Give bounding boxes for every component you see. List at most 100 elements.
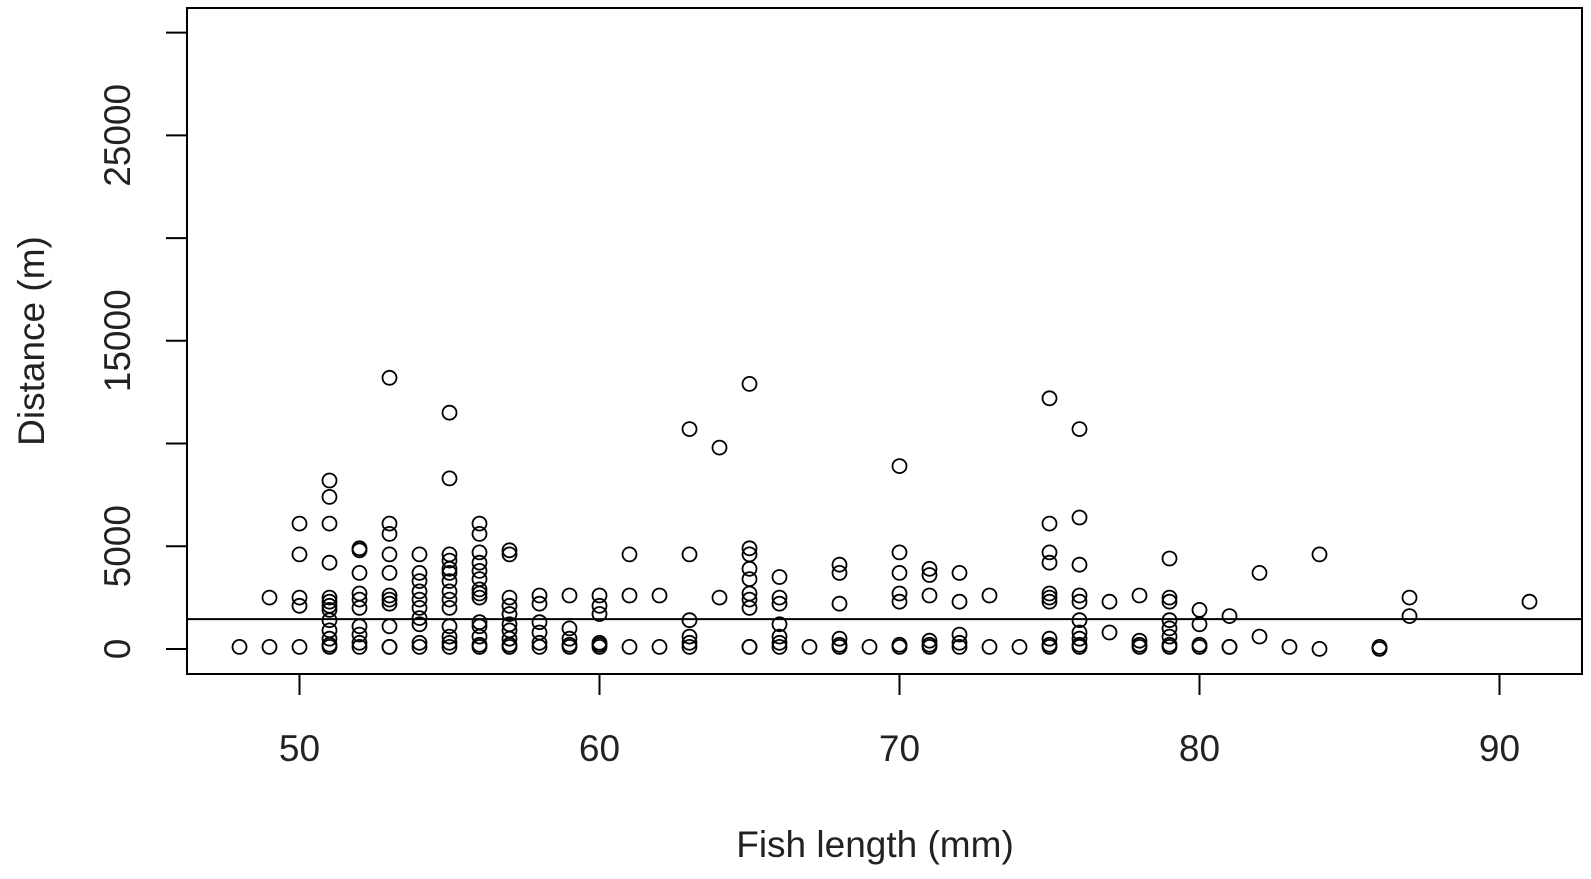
data-point: [321, 488, 338, 505]
data-point: [681, 612, 698, 629]
data-points: [231, 369, 1538, 657]
data-point: [291, 589, 308, 606]
y-tick-label: 15000: [97, 289, 138, 392]
x-axis-label: Fish length (mm): [736, 824, 1014, 865]
data-point: [1191, 602, 1208, 618]
x-tick-label: 80: [1179, 728, 1220, 769]
data-point: [651, 639, 668, 655]
data-point: [651, 587, 668, 604]
data-point: [411, 610, 428, 626]
data-point: [981, 639, 998, 655]
data-point: [891, 458, 908, 475]
data-point: [441, 565, 458, 581]
data-point: [321, 630, 338, 647]
data-point: [441, 618, 458, 635]
x-tick-label: 70: [879, 728, 920, 769]
data-point: [501, 546, 518, 563]
data-point: [591, 634, 608, 651]
x-tick-label: 90: [1479, 728, 1520, 769]
data-point: [1041, 390, 1058, 407]
data-point: [951, 626, 968, 643]
data-point: [831, 636, 848, 653]
data-point: [621, 639, 638, 655]
data-point: [381, 595, 398, 612]
data-point: [1071, 587, 1088, 604]
data-point: [681, 634, 698, 651]
data-point: [471, 571, 488, 587]
data-point: [891, 636, 908, 653]
data-point: [321, 554, 338, 571]
data-point: [1221, 639, 1238, 655]
data-point: [591, 597, 608, 614]
data-point: [501, 606, 518, 622]
data-point: [411, 600, 428, 616]
data-point: [1311, 641, 1328, 657]
data-point: [741, 375, 758, 392]
data-point: [741, 546, 758, 563]
data-point: [1161, 636, 1178, 653]
data-point: [801, 639, 818, 655]
data-point: [951, 639, 968, 655]
data-point: [441, 583, 458, 600]
data-point: [1371, 639, 1388, 655]
data-point: [771, 634, 788, 651]
data-point: [471, 563, 488, 579]
data-point: [381, 639, 398, 655]
data-point: [681, 628, 698, 645]
data-point: [531, 614, 548, 631]
data-point: [591, 587, 608, 604]
data-point: [441, 628, 458, 645]
data-point: [891, 544, 908, 561]
data-point: [921, 567, 938, 583]
data-point: [1071, 612, 1088, 629]
data-point: [351, 639, 368, 655]
data-point: [1041, 515, 1058, 532]
data-point: [951, 634, 968, 651]
data-point: [1131, 636, 1148, 653]
data-point: [981, 587, 998, 604]
x-axis: 50 60 70 80 90: [279, 674, 1520, 769]
data-point: [1281, 639, 1298, 655]
data-point: [291, 597, 308, 614]
data-point: [231, 639, 248, 655]
data-point: [471, 515, 488, 532]
data-point: [621, 587, 638, 604]
data-point: [321, 515, 338, 532]
data-point: [1071, 421, 1088, 438]
data-point: [741, 600, 758, 616]
data-point: [891, 593, 908, 610]
data-point: [531, 624, 548, 641]
data-point: [1071, 556, 1088, 573]
data-point: [441, 591, 458, 608]
data-point: [1161, 620, 1178, 637]
data-point: [1221, 608, 1238, 624]
data-point: [501, 597, 518, 614]
data-point: [771, 595, 788, 612]
data-point: [1521, 593, 1538, 610]
y-tick-label: 5000: [97, 505, 138, 587]
data-point: [891, 565, 908, 581]
data-point: [531, 595, 548, 612]
y-tick-label: 0: [97, 639, 138, 660]
data-point: [1251, 628, 1268, 645]
data-point: [771, 639, 788, 655]
data-point: [321, 622, 338, 639]
data-point: [681, 546, 698, 563]
data-point: [351, 585, 368, 602]
data-point: [321, 602, 338, 618]
data-point: [561, 587, 578, 604]
data-point: [381, 587, 398, 604]
data-point: [261, 639, 278, 655]
data-point: [321, 593, 338, 610]
data-point: [1071, 624, 1088, 641]
data-point: [831, 595, 848, 612]
data-point: [1041, 585, 1058, 602]
data-point: [771, 616, 788, 633]
data-point: [351, 600, 368, 616]
data-point: [441, 573, 458, 589]
data-point: [591, 606, 608, 622]
data-point: [501, 616, 518, 633]
data-point: [261, 589, 278, 606]
data-point: [441, 470, 458, 487]
